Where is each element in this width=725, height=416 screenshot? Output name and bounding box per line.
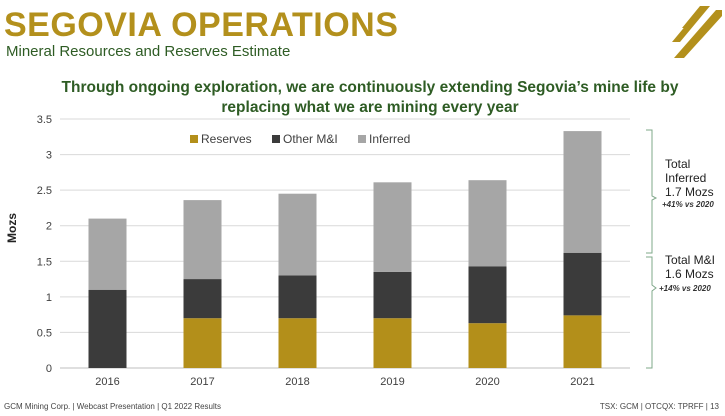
inferred-annotation: Total Inferred 1.7 Mozs [665,157,714,199]
y-tick-label: 0.5 [37,327,52,339]
bar-inferred-2016 [88,218,127,290]
y-tick-label: 2 [46,221,52,233]
x-tick-label: 2021 [570,376,594,388]
bar-other-m-i-2017 [183,279,222,319]
mi-bracket [646,256,657,369]
y-axis-ticks: 0 0.5 1 1.5 2 2.5 3 3.5 [37,114,52,375]
legend-label: Other M&I [283,132,338,146]
x-tick-label: 2016 [95,376,119,388]
bar-reserves-2020 [468,323,507,368]
y-tick-label: 3.5 [37,114,52,126]
bar-inferred-2019 [373,182,412,272]
page-subtitle: Mineral Resources and Reserves Estimate [6,43,291,60]
footer-right: TSX: GCM | OTCQX: TPRFF | 13 [599,402,719,411]
inferred-annotation-line: Inferred [665,171,707,185]
bar-reserves-2019 [373,318,412,368]
mi-annotation-pct: +14% vs 2020 [659,284,711,293]
bar-other-m-i-2016 [88,289,127,368]
legend-swatch [358,135,366,143]
bar-other-m-i-2020 [468,266,507,324]
x-tick-label: 2018 [285,376,309,388]
legend-label: Inferred [369,132,410,146]
y-tick-label: 1.5 [37,256,52,268]
y-tick-label: 2.5 [37,185,52,197]
bar-reserves-2021 [563,315,602,368]
bar-other-m-i-2019 [373,271,412,319]
legend-label: Reserves [201,132,252,146]
y-tick-label: 1 [46,292,52,304]
inferred-annotation-line: Total [665,157,691,171]
footer-left: GCM Mining Corp. | Webcast Presentation … [4,402,221,411]
y-tick-label: 3 [46,150,52,162]
bar-inferred-2020 [468,180,507,267]
company-logo [672,6,722,58]
x-tick-label: 2020 [475,376,499,388]
mi-annotation: Total M&I 1.6 Mozs [665,253,715,281]
bar-inferred-2021 [563,131,602,253]
chart-legend: Reserves Other M&I Inferred [190,132,410,146]
legend-swatch [272,135,280,143]
mineral-resources-chart: 0 0.5 1 1.5 2 2.5 3 3.5 2016 2017 2018 2019 2020 202… [5,114,658,388]
x-tick-label: 2017 [190,376,214,388]
y-axis-label: Mozs [5,213,19,243]
inferred-bracket [646,129,658,254]
chart-bars [88,131,602,368]
bar-inferred-2018 [278,193,317,276]
mi-annotation-line: 1.6 Mozs [665,267,714,281]
bar-other-m-i-2021 [563,252,602,316]
bar-reserves-2018 [278,318,317,368]
mi-annotation-line: Total M&I [665,253,716,267]
y-tick-label: 0 [46,363,52,375]
chart-headline: Through ongoing exploration, we are cont… [61,79,679,116]
page-title: SEGOVIA OPERATIONS [4,6,399,44]
x-tick-label: 2019 [380,376,404,388]
inferred-annotation-line: 1.7 Mozs [665,185,714,199]
bar-other-m-i-2018 [278,275,317,319]
legend-swatch [190,135,198,143]
x-axis-ticks: 2016 2017 2018 2019 2020 2021 [95,376,594,388]
inferred-annotation-pct: +41% vs 2020 [662,200,714,209]
annotation-brackets [646,129,658,369]
chart-gridlines [60,118,630,369]
bar-reserves-2017 [183,318,222,368]
bar-inferred-2017 [183,200,222,280]
